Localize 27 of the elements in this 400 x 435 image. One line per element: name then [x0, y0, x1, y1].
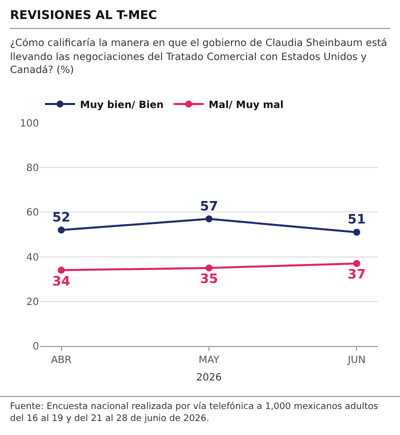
data-label: 35 [200, 272, 218, 287]
legend-label: Muy bien/ Bien [80, 99, 164, 110]
point [58, 226, 65, 234]
y-tick-label: 80 [26, 162, 39, 174]
y-tick-label: 60 [26, 207, 39, 218]
point [206, 214, 212, 222]
legend-label: Mal/ Muy mal [208, 99, 284, 110]
source-note: Fuente: Encuesta nacional realizada por vía telefónica a 1,000 mexicanos adultos del 16 al 19 y del 21 al 28 de junio de 2026. [0, 396, 400, 425]
data-label: 34 [52, 274, 70, 289]
chart-title: REVISIONES AL T-MEC [10, 8, 390, 29]
point [58, 266, 65, 274]
y-tick-label: 100 [20, 118, 39, 129]
x-tick-label: ABR [50, 354, 72, 366]
y-tick-label: 40 [26, 252, 39, 263]
data-label: 51 [348, 212, 366, 228]
data-label: 52 [52, 210, 70, 225]
y-tick-label: 0 [32, 341, 39, 352]
x-tick-label: MAY [198, 354, 220, 366]
point [206, 264, 212, 271]
point [353, 228, 360, 236]
data-label: 37 [348, 267, 366, 282]
x-tick-label: JUN [346, 354, 366, 366]
data-label: 57 [200, 198, 218, 214]
y-tick-label: 20 [26, 296, 39, 308]
point [353, 259, 360, 266]
x-axis-title: 2026 [196, 372, 222, 383]
chart-subtitle: ¿Cómo calificaría la manera en que el gobierno de Claudia Sheinbaum está llevando las negociaciones del Tratado Comercial con Estados Unidos y Canadá? (%) [10, 37, 388, 78]
